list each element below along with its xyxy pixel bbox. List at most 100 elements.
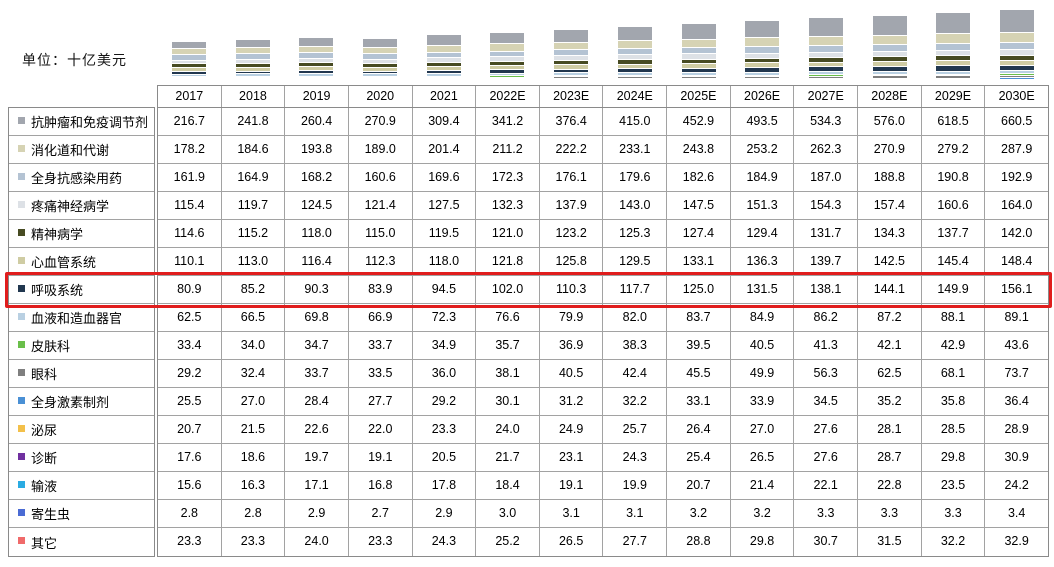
legend-marker: [18, 284, 25, 292]
table-row: 110.1 113.0 116.4 112.3 118.0 121.8 125.8 129.5…: [158, 248, 1048, 276]
value-cell: 28.4: [285, 388, 349, 415]
bar-segment: [299, 82, 334, 83]
bar-segment: [490, 80, 525, 82]
bar-segment: [681, 82, 716, 83]
value-cell: 28.9: [1004, 422, 1029, 436]
year-header-cell: 2024E: [603, 86, 668, 107]
value-cell: 2.9: [413, 500, 477, 527]
value-cell: 20.7: [667, 472, 731, 499]
bar-segment: [426, 74, 461, 77]
category-row: 眼科: [9, 360, 154, 388]
value-cell: 121.0: [476, 220, 540, 247]
value-cell: 216.7: [158, 108, 222, 135]
bar-segment: [617, 60, 652, 65]
bar-segment: [936, 76, 971, 79]
stacked-bar-2019: [299, 38, 334, 85]
bar-segment: [1000, 10, 1035, 34]
bar-segment: [171, 64, 206, 69]
bar-slot-2029E: [922, 0, 986, 86]
bar-segment: [872, 78, 907, 80]
bar-segment: [936, 74, 971, 77]
bar-segment: [490, 76, 525, 78]
category-row: 输液: [9, 472, 154, 500]
legend-marker: [18, 144, 25, 152]
stacked-bar-2020: [363, 38, 398, 85]
bar-segment: [490, 44, 525, 52]
value-cell: 26.4: [667, 416, 731, 443]
value-cell: 19.7: [285, 444, 349, 471]
category-row: 泌尿: [9, 416, 154, 444]
value-cell: 16.3: [222, 472, 286, 499]
value-cell: 80.9: [158, 276, 222, 303]
legend-marker: [18, 424, 25, 432]
bar-segment: [745, 53, 780, 59]
category-label: 心血管系统: [31, 255, 97, 270]
value-cell: 24.3: [413, 528, 477, 556]
value-cell: 2.7: [349, 500, 413, 527]
value-cell: 184.6: [222, 136, 286, 163]
bar-segment: [1000, 33, 1035, 44]
value-cell: 32.4: [222, 360, 286, 387]
table-row: 161.9 164.9 168.2 160.6 169.6 172.3 176.1 179.6…: [158, 164, 1048, 192]
value-cell: 134.3: [858, 220, 922, 247]
value-cell: 279.2: [922, 136, 986, 163]
value-cell: 110.3: [540, 276, 604, 303]
bar-segment: [936, 78, 971, 80]
bar-segment: [936, 34, 971, 45]
bar-segment: [235, 80, 270, 82]
bar-segment: [809, 80, 844, 82]
value-cell: 68.1: [922, 360, 986, 387]
bar-segment: [554, 65, 589, 70]
value-cell: 121.4: [349, 192, 413, 219]
category-row: 疼痛神经病学: [9, 192, 154, 220]
stacked-bar-2029E: [936, 12, 971, 86]
legend-marker: [18, 228, 25, 236]
bar-segment: [554, 73, 589, 77]
bar-segment: [1000, 49, 1035, 56]
value-cell: 192.9: [1001, 170, 1033, 184]
stacked-bar-2018: [235, 40, 270, 85]
bar-segment: [299, 80, 334, 81]
value-cell: 29.2: [413, 388, 477, 415]
value-cell: 27.7: [349, 388, 413, 415]
value-cell: 222.2: [540, 136, 604, 163]
value-cell: 26.5: [731, 444, 795, 471]
bar-segment: [872, 57, 907, 62]
bar-slot-2024E: [603, 0, 667, 85]
stacked-bar-2021: [426, 35, 461, 86]
value-cell: 115.4: [158, 192, 222, 219]
value-cell: 2.8: [222, 500, 286, 527]
value-cell: 125.3: [603, 220, 668, 247]
bar-segment: [490, 78, 525, 81]
value-cell: 161.9: [158, 164, 222, 191]
bar-segment: [554, 42, 589, 51]
category-label: 抗肿瘤和免疫调节剂: [31, 115, 149, 130]
bar-segment: [554, 79, 589, 81]
bar-slot-2028E: [858, 0, 922, 85]
legend-marker: [18, 537, 25, 544]
legend-marker: [18, 312, 25, 320]
bar-segment: [745, 80, 780, 82]
bar-slot-2026E: [730, 0, 794, 85]
market-table: 抗肿瘤和免疫调节剂 消化道和代谢 全身抗感染用药 疼痛神经病学 精神病学 心血管系统 呼吸系…: [5, 85, 1052, 557]
value-cell: 576.0: [858, 108, 922, 135]
value-cell: 137.7: [922, 220, 986, 247]
value-cell: 21.4: [731, 472, 795, 499]
value-cell: 241.8: [222, 108, 286, 135]
value-cell: 123.2: [540, 220, 604, 247]
bar-segment: [936, 44, 971, 51]
bar-segment: [681, 83, 716, 84]
bar-segment: [299, 38, 334, 47]
bar-segment: [235, 59, 270, 64]
value-cell: 83.9: [349, 276, 413, 303]
bar-segment: [617, 73, 652, 77]
value-cell: 184.9: [731, 164, 795, 191]
bar-segment: [809, 75, 844, 77]
bar-segment: [554, 50, 589, 57]
value-cell: 127.4: [667, 220, 731, 247]
value-cell: 127.5: [413, 192, 477, 219]
bar-segment: [299, 63, 334, 68]
value-cell: 35.2: [858, 388, 922, 415]
value-cell: 20.5: [413, 444, 477, 471]
bar-segment: [617, 69, 652, 74]
